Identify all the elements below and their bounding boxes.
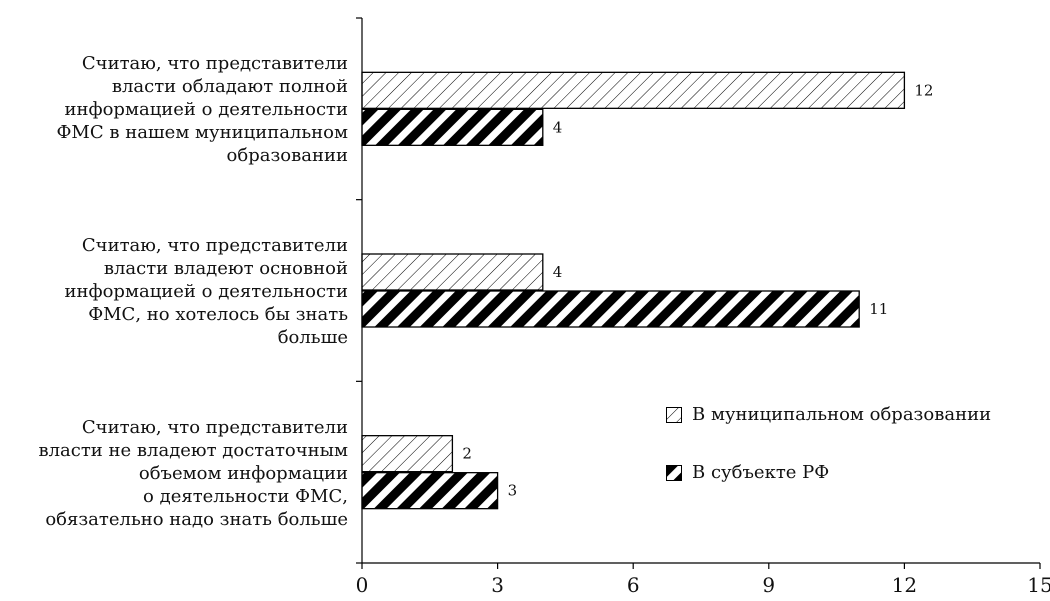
category-label-2: Считаю, что представители власти не влад…: [38, 416, 348, 530]
legend-item-municipal: В муниципальном образовании: [666, 404, 991, 425]
x-ticks: 0 3 6 9 12 15: [356, 563, 1050, 597]
category-label-0: Считаю, что представители власти обладаю…: [56, 53, 348, 167]
data-label-municipal-0: 12: [914, 81, 933, 99]
x-tick-label: 15: [1027, 573, 1050, 597]
legend-label-subject: В субъекте РФ: [692, 462, 830, 483]
bars: [361, 71, 906, 510]
data-label-municipal-1: 4: [553, 263, 563, 281]
legend-swatch-thin-hatch: [666, 406, 682, 423]
bar-subject-0: [361, 108, 544, 146]
category-label-1: Считаю, что представители власти владеют…: [64, 235, 348, 348]
bar-municipal-2: [361, 435, 454, 473]
x-tick-label: 0: [356, 573, 369, 597]
x-tick-label: 3: [491, 573, 504, 597]
x-tick-label: 9: [762, 573, 775, 597]
data-label-subject-2: 3: [508, 482, 518, 500]
bar-subject-2: [361, 472, 499, 510]
x-tick-label: 12: [892, 573, 917, 597]
legend-item-subject: В субъекте РФ: [666, 462, 829, 483]
data-label-subject-1: 11: [869, 300, 888, 318]
x-tick-label: 6: [627, 573, 640, 597]
bar-municipal-1: [361, 253, 544, 291]
data-label-subject-0: 4: [553, 118, 563, 136]
data-labels: 12 4 4 11 2 3: [462, 81, 933, 499]
data-label-municipal-2: 2: [462, 445, 472, 463]
legend-swatch-thick-hatch: [666, 464, 682, 481]
legend-label-municipal: В муниципальном образовании: [692, 404, 992, 425]
bar-subject-1: [361, 290, 860, 328]
bar-municipal-0: [361, 71, 906, 109]
